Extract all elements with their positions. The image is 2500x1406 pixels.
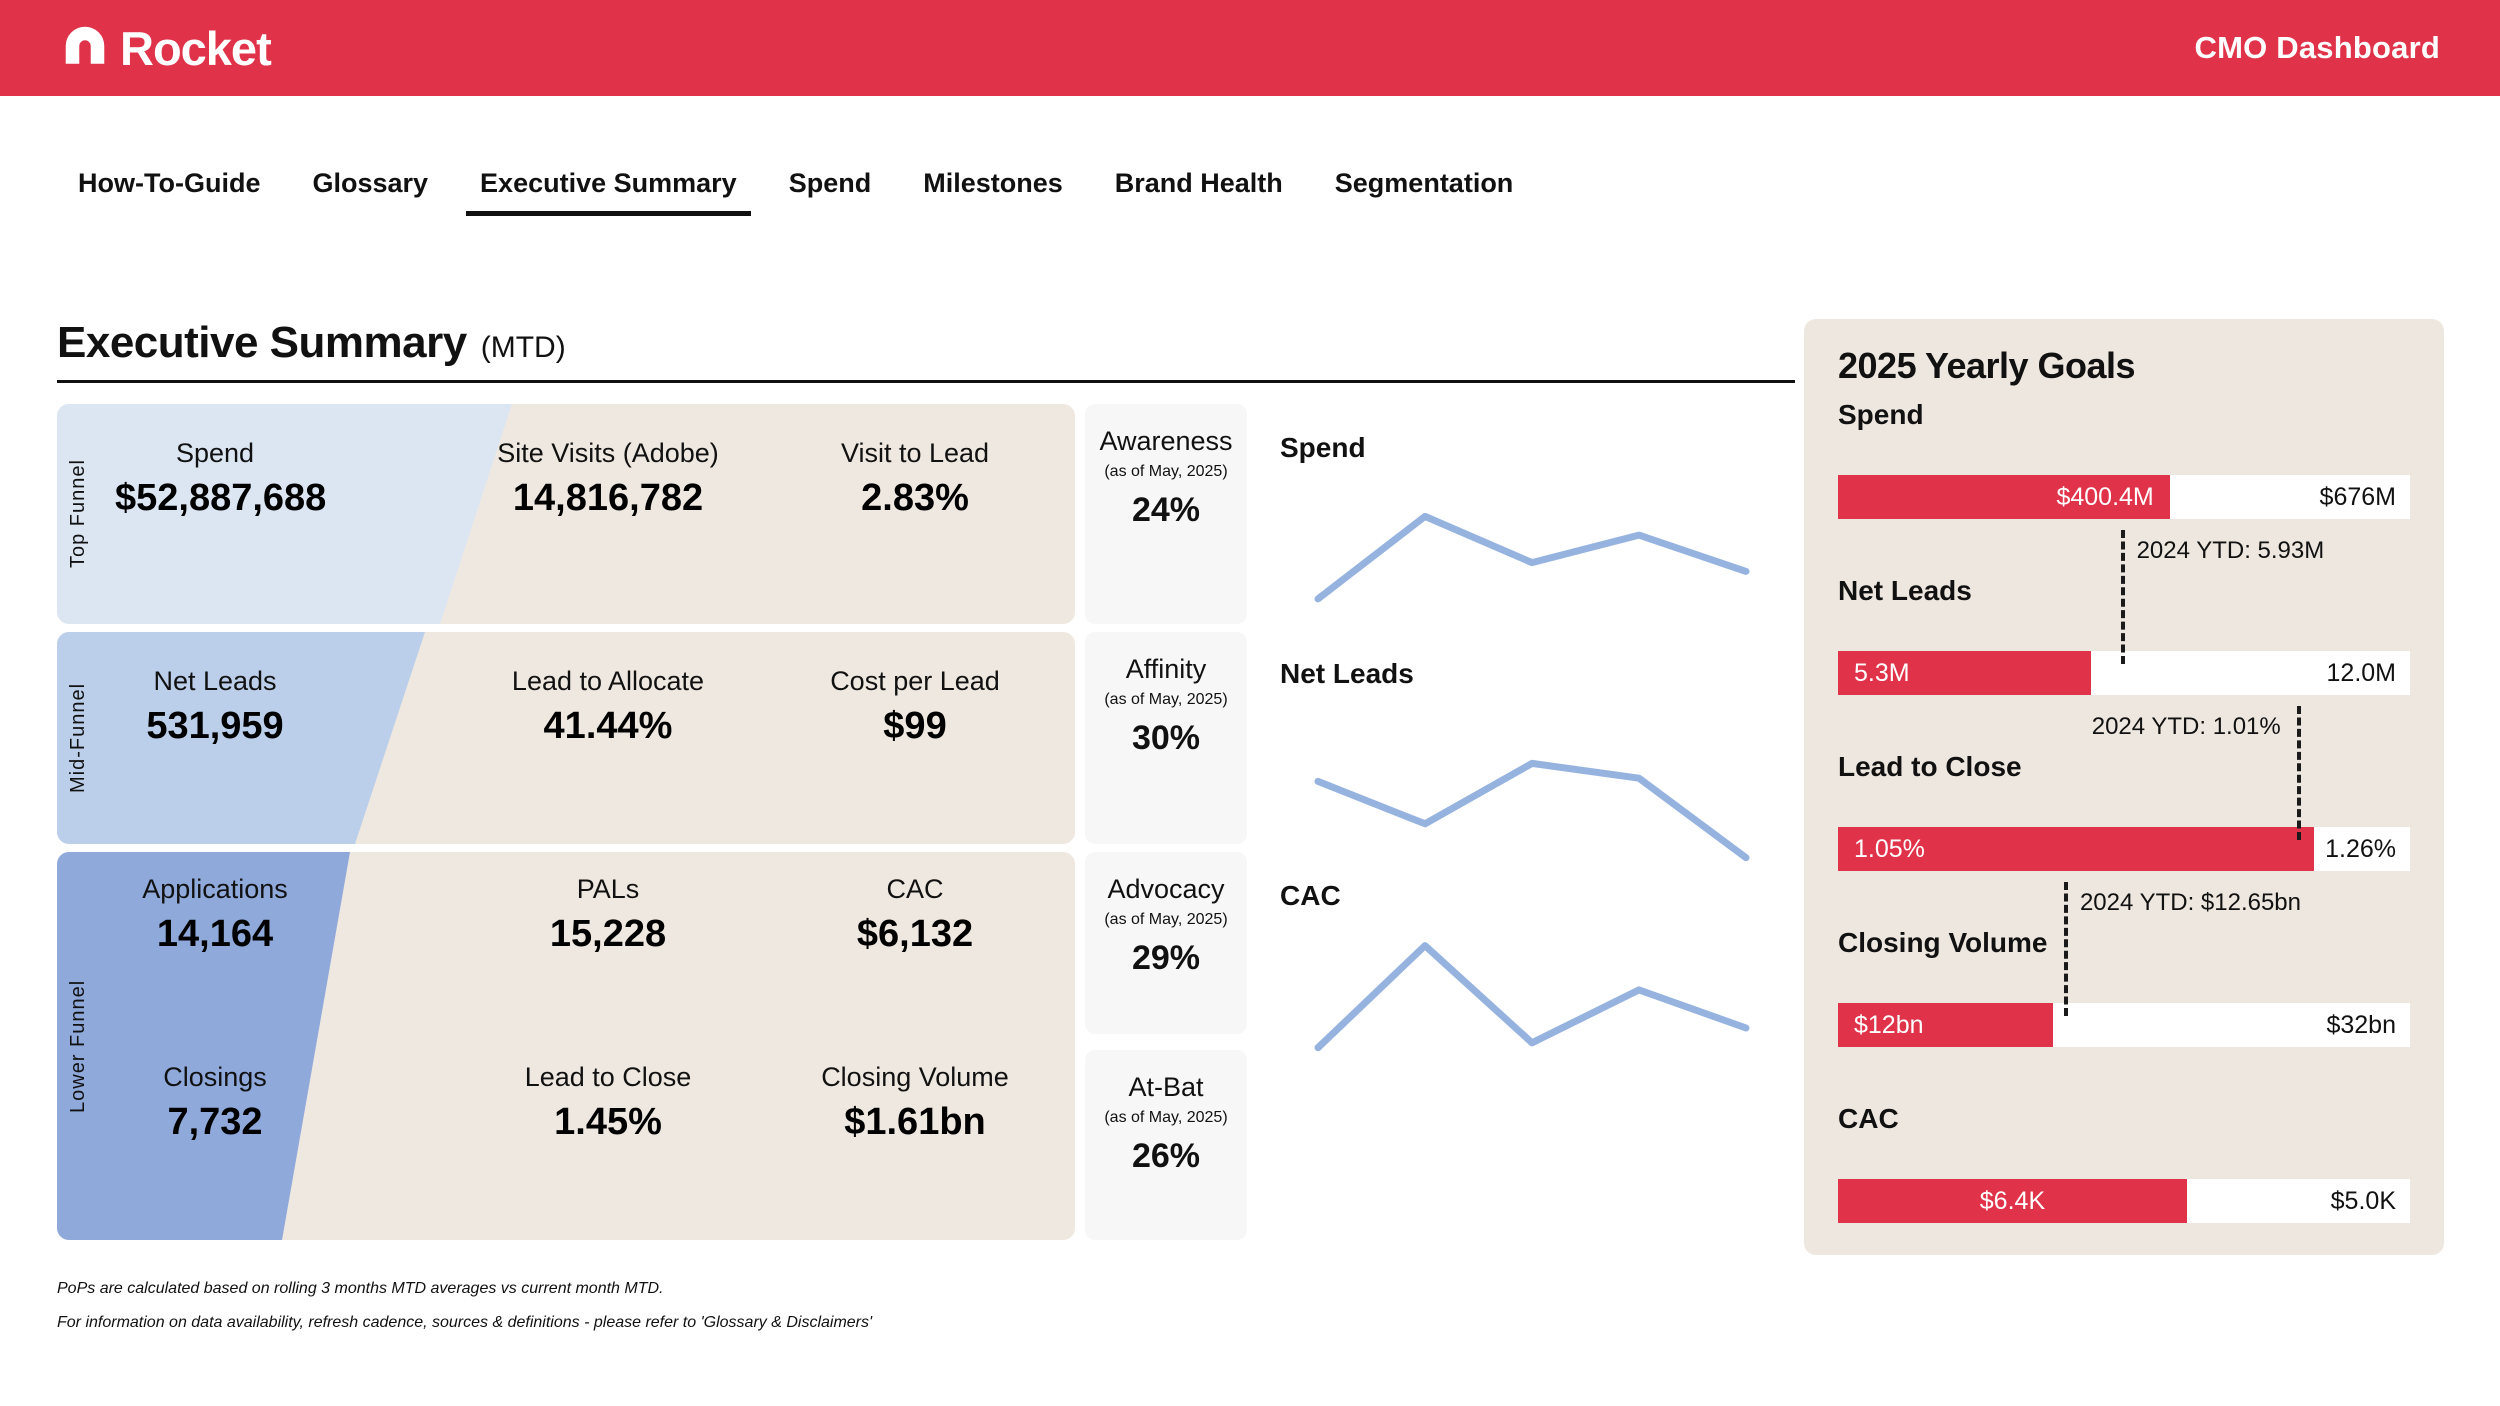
tab-brand-health[interactable]: Brand Health [1114,168,1283,198]
metric-applications: Applications 14,164 [142,874,288,955]
funnel-row-mid: Mid-Funnel Net Leads 531,959 Lead to All… [57,632,1075,844]
tab-glossary[interactable]: Glossary [312,168,429,198]
funnel-shape-top [57,404,512,624]
yearly-goals-panel: 2025 Yearly Goals Spend $400.4M $676M Ne… [1804,319,2444,1255]
goal-bar-fill: $12bn [1838,1003,2053,1047]
metric-pals: PALs 15,228 [549,874,667,955]
goal-bar-target: 1.26% [2325,834,2396,863]
goal-bar-fill: $400.4M [1838,475,2170,519]
goal-bar: 1.05% 1.26% [1838,827,2410,871]
tab-milestones[interactable]: Milestones [923,168,1063,198]
footnote-pops: PoPs are calculated based on rolling 3 m… [57,1280,664,1297]
ytd-label: 2024 YTD: $12.65bn [2079,889,2301,916]
metric-net-leads: Net Leads 531,959 [146,666,284,747]
sparkline-title-net-leads: Net Leads [1280,658,1414,689]
sparkline-title-spend: Spend [1280,432,1366,463]
title-divider [57,380,1795,383]
funnel-row-top: Top Funnel Spend $52,887,688 Site Visits… [57,404,1075,624]
goal-bar-target: 12.0M [2326,658,2396,687]
sparkline-title-cac: CAC [1280,880,1341,911]
ytd-marker [2063,882,2068,1016]
stage-label-top-funnel: Top Funnel [67,459,89,569]
funnel-shape-lower [57,852,350,1240]
card-awareness: Awareness (as of May, 2025) 24% [1085,404,1247,624]
goal-bar-target: $676M [2319,482,2396,511]
tab-how-to-guide[interactable]: How-To-Guide [78,168,261,198]
ytd-label: 2024 YTD: 5.93M [2136,537,2325,564]
stage-label-lower-funnel: Lower Funnel [67,979,89,1113]
goal-bar: $400.4M $676M [1838,475,2410,519]
goal-spend: Spend $400.4M $676M [1838,399,2410,519]
tab-segmentation[interactable]: Segmentation [1334,168,1514,198]
goal-bar: $12bn $32bn [1838,1003,2410,1047]
app-header: Rocket CMO Dashboard [0,0,2500,96]
rocket-logo-icon [60,21,110,76]
funnel-shape-mid [57,632,425,844]
tab-spend[interactable]: Spend [788,168,872,198]
metric-lead-to-allocate: Lead to Allocate 41.44% [511,666,705,747]
metric-visit-to-lead: Visit to Lead 2.83% [840,438,990,519]
ytd-marker [2296,706,2301,840]
card-affinity: Affinity (as of May, 2025) 30% [1085,632,1247,844]
nav-tabs: How-To-Guide Glossary Executive Summary … [78,168,1513,216]
metric-closings: Closings 7,732 [163,1062,267,1143]
ytd-label: 2024 YTD: 1.01% [2091,713,2281,740]
sparkline-spend [1314,512,1750,603]
stage-label-mid-funnel: Mid-Funnel [67,682,89,794]
goal-bar: $6.4K $5.0K [1838,1179,2410,1223]
metric-lead-to-close: Lead to Close 1.45% [524,1062,692,1143]
metric-spend: Spend $52,887,688 [115,438,327,519]
page-title-main: Executive Summary [57,318,467,367]
metric-cac: CAC $6,132 [856,874,974,955]
footnote-glossary: For information on data availability, re… [57,1314,873,1331]
page-title: Executive Summary (MTD) [57,318,566,368]
tab-executive-summary[interactable]: Executive Summary [466,168,751,216]
metric-site-visits: Site Visits (Adobe) 14,816,782 [497,438,719,519]
sparkline-net-leads [1314,759,1750,862]
ytd-marker [2120,530,2125,664]
yearly-goals-title: 2025 Yearly Goals [1838,345,2136,386]
dashboard-title: CMO Dashboard [2194,30,2440,65]
goal-bar-target: $32bn [2326,1010,2396,1039]
goal-bar-target: $5.0K [2330,1186,2396,1215]
goal-lead-to-close: Lead to Close 2024 YTD: 1.01% 1.05% 1.26… [1838,706,2410,871]
rocket-logo-wordmark: Rocket [120,21,272,75]
metric-closing-volume: Closing Volume $1.61bn [821,1062,1009,1143]
card-at-bat: At-Bat (as of May, 2025) 26% [1085,1050,1247,1240]
page-title-subtitle: (MTD) [480,331,566,364]
goal-net-leads: Net Leads 2024 YTD: 5.93M 5.3M 12.0M [1838,530,2410,695]
goal-bar-fill: 1.05% [1838,827,2315,871]
rocket-logo[interactable]: Rocket [60,21,272,76]
goal-bar-fill: 5.3M [1838,651,2091,695]
goal-closing-volume: Closing Volume 2024 YTD: $12.65bn $12bn … [1838,882,2410,1047]
card-advocacy: Advocacy (as of May, 2025) 29% [1085,852,1247,1034]
goal-cac: CAC $6.4K $5.0K [1838,1103,2410,1223]
funnel-row-lower: Lower Funnel Applications 14,164 PALs 15… [57,852,1075,1240]
goal-bar-fill: $6.4K [1838,1179,2187,1223]
sparkline-cac [1314,942,1750,1052]
metric-cost-per-lead: Cost per Lead $99 [830,666,1000,747]
